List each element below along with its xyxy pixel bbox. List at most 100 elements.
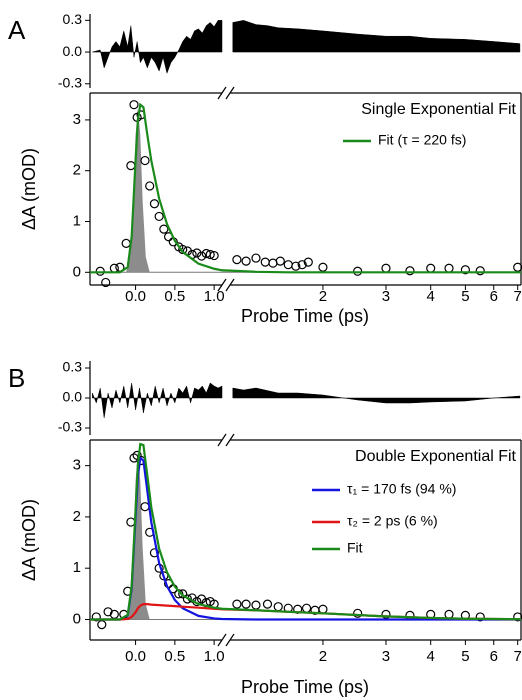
x-tick-label: 2 [319, 648, 327, 665]
data-point [275, 256, 285, 266]
data-point [297, 260, 307, 270]
data-point [475, 612, 485, 622]
residual-tick-label: -0.3 [58, 419, 82, 435]
data-point [205, 249, 215, 260]
residual-tick-label: 0.0 [63, 389, 83, 405]
data-point [262, 599, 273, 609]
data-point [260, 257, 270, 267]
x-tick-label: 6 [490, 648, 498, 665]
data-point [381, 263, 391, 273]
x-tick-label: 1.0 [204, 648, 225, 665]
data-point [291, 261, 301, 271]
y-tick-label: 1 [73, 212, 81, 229]
legend-label: τ₁ = 170 fs (94 %) [347, 481, 456, 497]
y-tick-label: 3 [73, 111, 81, 128]
y-axis-label: ΔA (mOD) [19, 499, 39, 581]
data-point [232, 599, 242, 609]
x-tick-label: 0.0 [125, 288, 146, 305]
y-tick-label: 2 [73, 162, 81, 179]
data-point [460, 265, 470, 275]
panel-label: B [8, 363, 25, 393]
data-point [251, 253, 261, 263]
data-point [241, 599, 251, 609]
data-point [301, 603, 312, 613]
x-tick-label: 3 [382, 288, 390, 305]
x-tick-label: 4 [427, 648, 435, 665]
x-tick-label: 0.5 [164, 648, 185, 665]
legend-label: τ₂ = 2 ps (6 %) [347, 513, 438, 529]
axis-break [217, 633, 227, 647]
data-point [101, 277, 111, 288]
data-point [318, 262, 328, 272]
data-point [209, 250, 219, 261]
data-point [126, 161, 136, 171]
x-tick-label: 2 [319, 288, 327, 305]
x-tick-label: 7 [514, 288, 522, 305]
residual-area [92, 20, 223, 75]
y-tick-label: 3 [73, 457, 81, 474]
data-point [159, 224, 169, 234]
data-point [109, 609, 119, 619]
data-point [103, 607, 113, 617]
data-point [129, 100, 139, 110]
data-point [405, 266, 415, 276]
residual-tick-label: 0.3 [63, 11, 83, 27]
x-tick-label: 4 [427, 288, 435, 305]
data-point [97, 620, 107, 630]
x-tick-label: 0.0 [125, 648, 146, 665]
data-point [121, 238, 131, 248]
data-point [475, 266, 485, 276]
x-tick-label: 0.5 [164, 288, 185, 305]
data-point [126, 517, 136, 527]
y-axis-label: ΔA (mOD) [19, 148, 39, 230]
residual-tick-label: 0.0 [63, 43, 83, 59]
legend-title: Single Exponential Fit [361, 101, 516, 118]
data-point [251, 600, 261, 610]
y-tick-label: 0 [73, 610, 81, 627]
data-point [273, 602, 283, 612]
axis-break [217, 278, 227, 292]
data-point [91, 612, 101, 622]
data-point [303, 257, 313, 267]
data-point [145, 181, 155, 191]
axis-break [225, 633, 235, 647]
x-tick-label: 7 [514, 648, 522, 665]
residual-area [232, 20, 521, 53]
residual-area [232, 387, 521, 404]
fit-line [90, 102, 521, 274]
x-axis-label: Probe Time (ps) [241, 677, 369, 697]
x-tick-label: 1.0 [204, 288, 225, 305]
data-point [178, 244, 188, 255]
data-point [426, 263, 436, 273]
residual-area [92, 382, 223, 419]
data-point [283, 260, 293, 270]
residual-tick-label: 0.3 [63, 359, 83, 375]
data-point [140, 155, 150, 166]
x-axis-label: Probe Time (ps) [241, 306, 369, 326]
axis-break [225, 86, 235, 100]
x-tick-label: 5 [461, 288, 469, 305]
y-tick-label: 0 [73, 263, 81, 280]
fit-line [90, 442, 522, 621]
data-point [196, 251, 207, 261]
data-point [154, 211, 164, 222]
data-point [241, 256, 251, 266]
data-point [318, 604, 328, 614]
axis-break [225, 278, 235, 292]
data-point [140, 502, 150, 512]
data-point [192, 248, 202, 258]
y-tick-label: 2 [73, 508, 81, 525]
axis-break [217, 433, 227, 447]
axis-break [225, 433, 235, 447]
legend-label: Fit (τ = 220 fs) [378, 132, 466, 148]
data-point [232, 255, 242, 265]
data-point [178, 589, 188, 599]
x-tick-label: 3 [382, 648, 390, 665]
data-point [444, 263, 454, 273]
data-point [444, 609, 454, 619]
data-point [381, 609, 391, 619]
data-point [353, 608, 363, 618]
legend-label: Fit [347, 540, 363, 556]
x-tick-label: 6 [490, 288, 498, 305]
